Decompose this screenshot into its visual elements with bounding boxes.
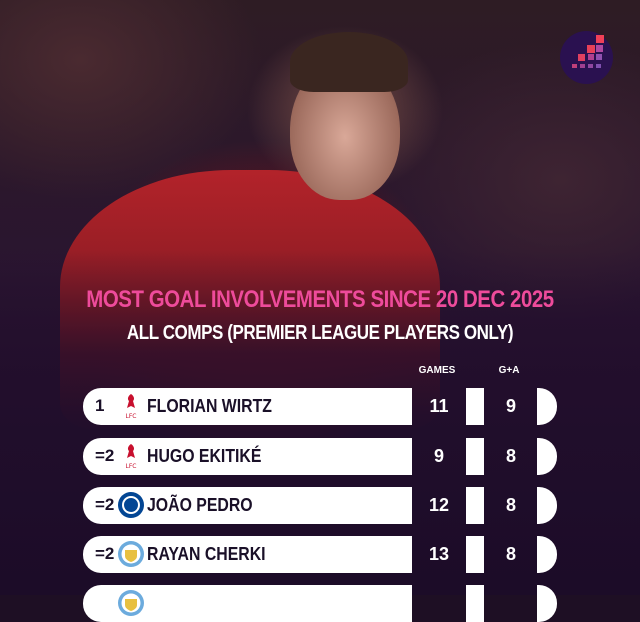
chelsea-crest-icon xyxy=(117,491,145,519)
page-title: MOST GOAL INVOLVEMENTS SINCE 20 DEC 2025 xyxy=(86,286,554,313)
row-cap xyxy=(537,388,557,425)
liverpool-crest-icon: LFC xyxy=(117,392,145,420)
divider-strip xyxy=(466,487,484,524)
man-city-crest-icon xyxy=(117,540,145,568)
table-row: =2 JOÃO PEDRO 12 8 xyxy=(83,487,557,524)
table-row: =2 LFC HUGO EKITIKÉ 9 8 xyxy=(83,438,557,475)
player-hair xyxy=(290,32,408,92)
divider-strip xyxy=(466,536,484,573)
row-cap xyxy=(537,536,557,573)
ga-value: 8 xyxy=(505,446,516,466)
games-value xyxy=(412,585,466,622)
table-row xyxy=(83,585,557,622)
row-cap xyxy=(537,487,557,524)
ga-value: 8 xyxy=(505,544,516,564)
player-name: FLORIAN WIRTZ xyxy=(147,396,272,416)
table-row: =2 RAYAN CHERKI 13 8 xyxy=(83,536,557,573)
games-value: 13 xyxy=(428,544,450,564)
divider-strip xyxy=(466,438,484,475)
ga-value: 8 xyxy=(505,495,516,515)
liverpool-crest-icon: LFC xyxy=(117,442,145,470)
column-header-games: GAMES xyxy=(418,365,456,376)
row-cap xyxy=(537,585,557,622)
divider-strip xyxy=(466,585,484,622)
column-header-ga: G+A xyxy=(498,365,520,376)
player-name: RAYAN CHERKI xyxy=(147,544,266,564)
rank: =2 xyxy=(95,446,115,465)
rank: =2 xyxy=(95,544,115,563)
games-value: 12 xyxy=(428,495,450,515)
rank: =2 xyxy=(95,495,115,514)
table-row: 1 LFC FLORIAN WIRTZ 11 9 xyxy=(83,388,557,425)
divider-strip xyxy=(466,388,484,425)
ga-value: 9 xyxy=(505,396,516,416)
player-name: HUGO EKITIKÉ xyxy=(147,446,262,466)
brand-logo-icon xyxy=(560,31,613,84)
row-pill xyxy=(83,388,412,425)
man-city-crest-icon xyxy=(117,589,145,617)
player-name: JOÃO PEDRO xyxy=(147,495,253,515)
games-value: 11 xyxy=(429,396,449,416)
games-value: 9 xyxy=(433,446,444,466)
row-pill xyxy=(83,438,412,475)
row-cap xyxy=(537,438,557,475)
svg-text:LFC: LFC xyxy=(126,463,137,470)
ga-value xyxy=(484,585,538,622)
rank: 1 xyxy=(95,396,105,415)
svg-text:LFC: LFC xyxy=(126,413,137,420)
page-subtitle: ALL COMPS (PREMIER LEAGUE PLAYERS ONLY) xyxy=(126,322,514,344)
